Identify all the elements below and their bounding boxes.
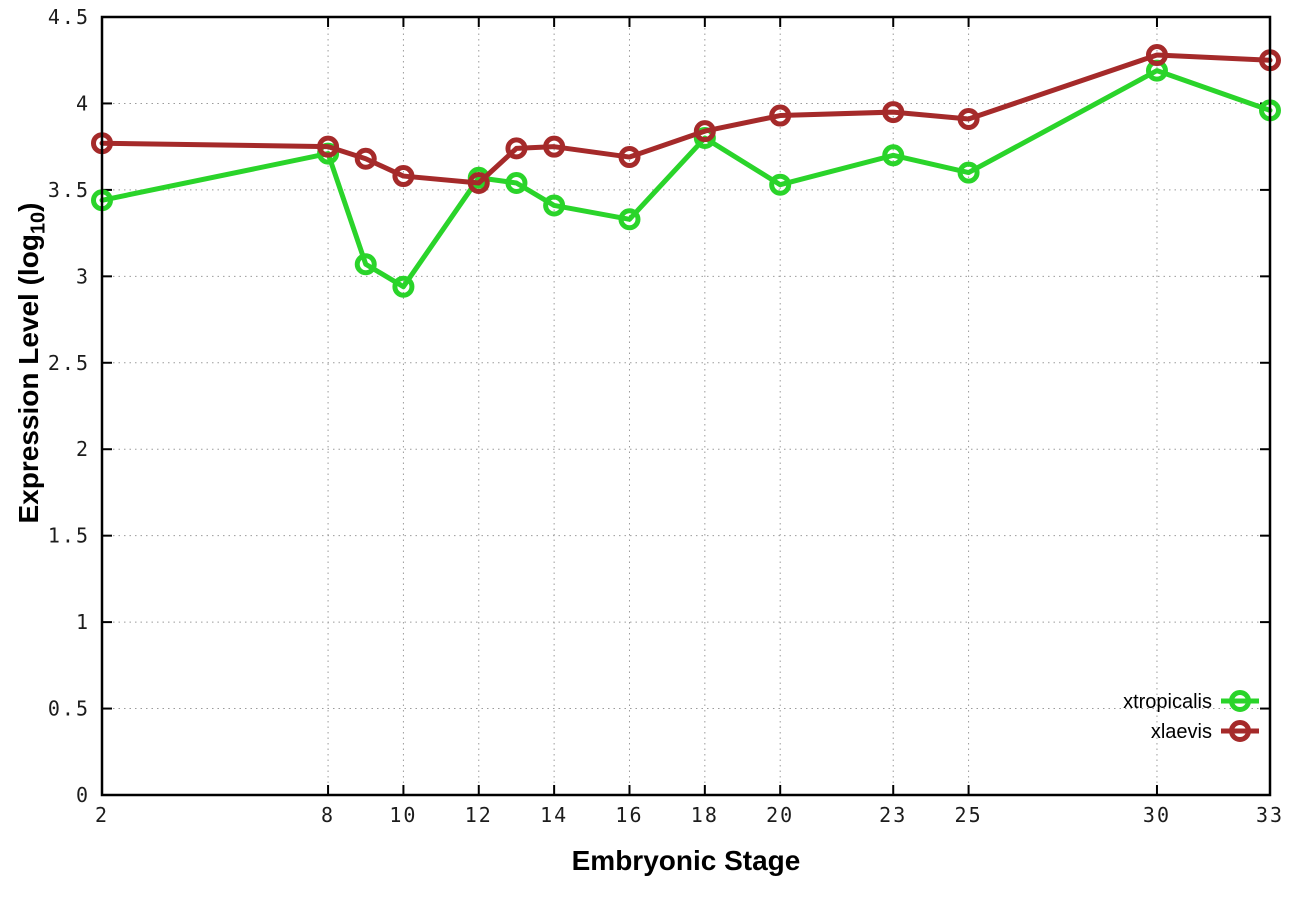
data-point-xtropicalis — [505, 171, 528, 194]
y-tick-label: 3.5 — [48, 178, 90, 202]
data-point-xtropicalis — [769, 173, 792, 196]
y-tick-label: 4.5 — [48, 5, 90, 29]
data-point-xlaevis — [618, 146, 641, 169]
legend-label-xtropicalis: xtropicalis — [1123, 691, 1212, 713]
data-point-xlaevis — [467, 171, 490, 194]
data-point-xtropicalis — [392, 275, 415, 298]
y-axis-title-subscript: 10 — [27, 211, 50, 235]
data-point-xlaevis — [769, 104, 792, 127]
y-tick-label: 4 — [76, 91, 90, 115]
data-point-xtropicalis — [957, 161, 980, 184]
x-tick-label: 10 — [389, 803, 417, 827]
data-point-xlaevis — [882, 101, 905, 124]
data-point-xtropicalis — [618, 208, 641, 231]
x-tick-label: 25 — [955, 803, 983, 827]
data-point-xlaevis — [693, 120, 716, 143]
data-point-xtropicalis — [354, 253, 377, 276]
data-point-xtropicalis — [543, 194, 566, 217]
legend-sample-marker-xtropicalis — [1229, 690, 1251, 712]
y-tick-label: 3 — [76, 264, 90, 288]
data-point-xlaevis — [317, 135, 340, 158]
y-axis-title: Expression Level (log10) — [13, 71, 50, 655]
x-tick-label: 23 — [879, 803, 907, 827]
x-tick-label: 8 — [321, 803, 335, 827]
data-point-xlaevis — [957, 108, 980, 131]
data-point-xlaevis — [1145, 44, 1168, 67]
y-axis-title-text: Expression Level (log — [13, 234, 44, 524]
data-point-xlaevis — [543, 135, 566, 158]
legend-sample-marker-xlaevis — [1229, 720, 1251, 742]
x-tick-label: 18 — [691, 803, 719, 827]
data-point-xlaevis — [354, 147, 377, 170]
x-tick-label: 2 — [95, 803, 109, 827]
plot-frame — [100, 15, 1272, 797]
y-tick-label: 1.5 — [48, 524, 90, 548]
y-tick-label: 2.5 — [48, 351, 90, 375]
y-tick-label: 2 — [76, 437, 90, 461]
x-tick-label: 14 — [540, 803, 568, 827]
data-point-xlaevis — [505, 137, 528, 160]
data-point-xlaevis — [392, 165, 415, 188]
y-tick-label: 1 — [76, 610, 90, 634]
data-point-xtropicalis — [882, 144, 905, 167]
x-tick-label: 20 — [766, 803, 794, 827]
y-axis-title-suffix: ) — [13, 202, 44, 212]
legend-label-xlaevis: xlaevis — [1151, 721, 1212, 743]
x-tick-label: 33 — [1256, 803, 1284, 827]
y-tick-label: 0.5 — [48, 697, 90, 721]
y-tick-label: 0 — [76, 783, 90, 807]
x-tick-label: 12 — [465, 803, 493, 827]
x-tick-label: 16 — [615, 803, 643, 827]
x-tick-label: 30 — [1143, 803, 1171, 827]
x-axis-title: Embryonic Stage — [571, 845, 801, 876]
